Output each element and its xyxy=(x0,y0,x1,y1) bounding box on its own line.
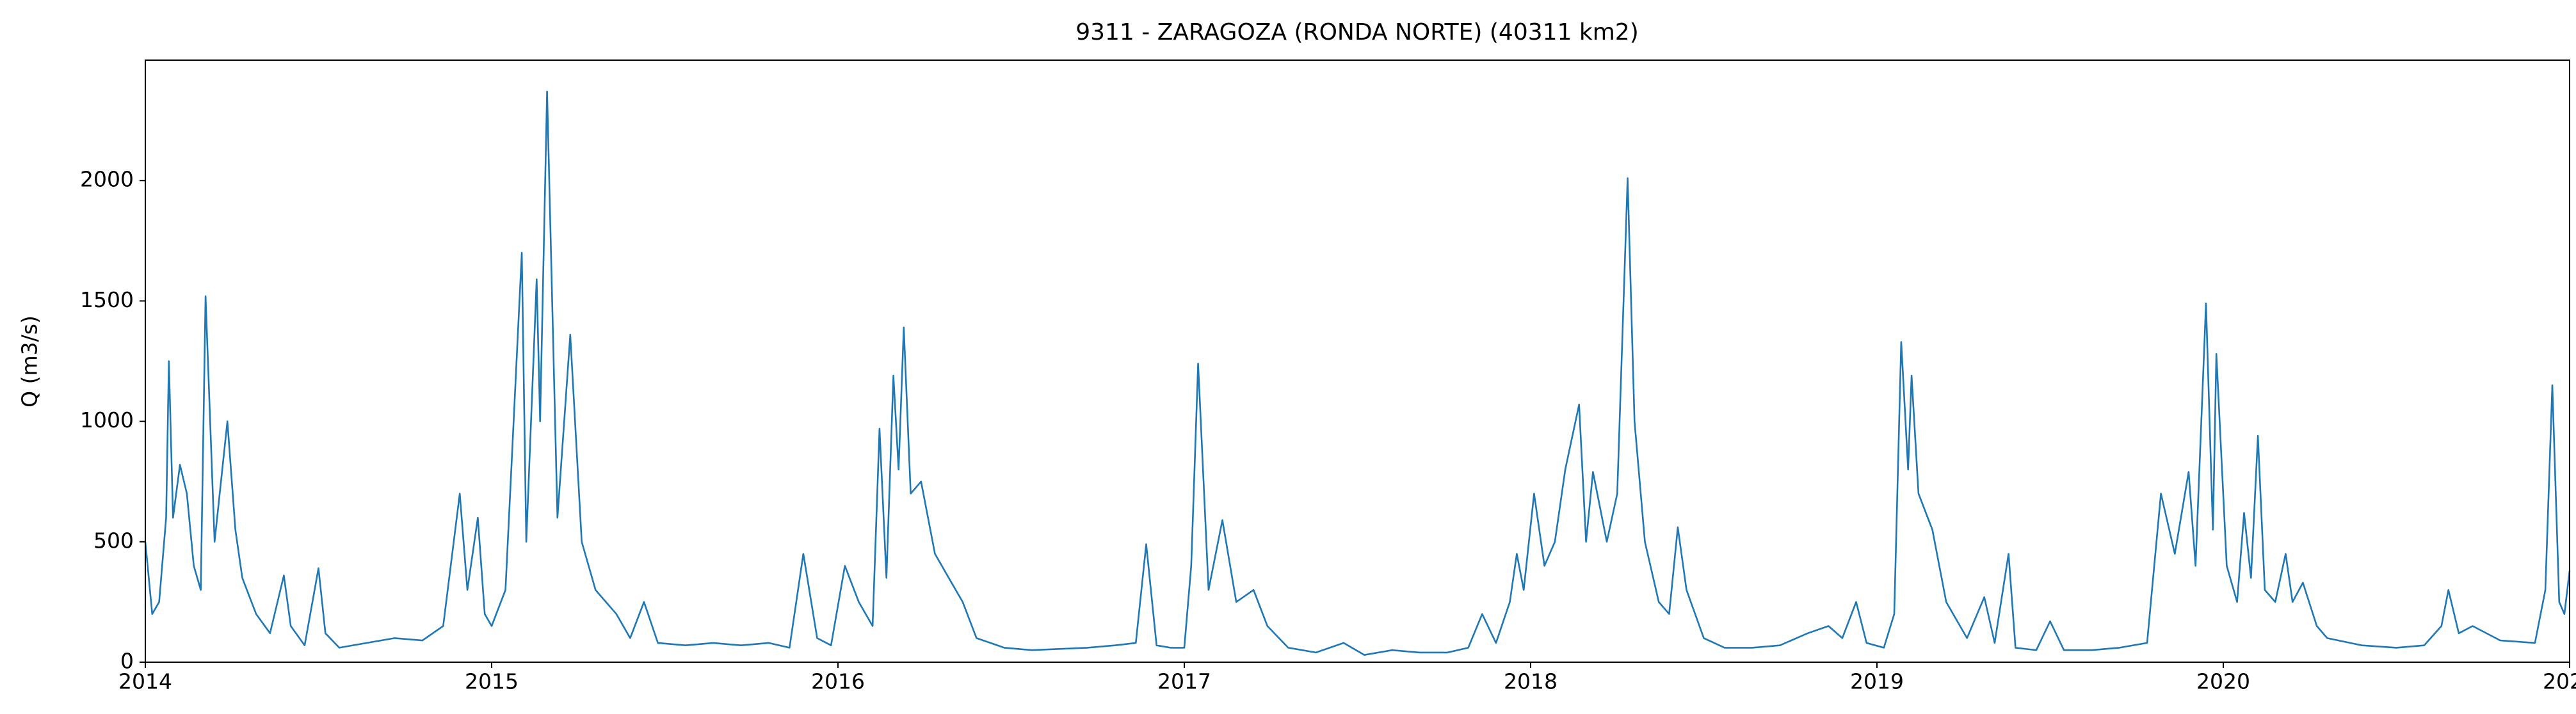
x-tick-label: 2019 xyxy=(1850,669,1904,694)
y-tick-label: 2000 xyxy=(80,167,134,192)
y-tick-label: 1000 xyxy=(80,408,134,432)
y-axis-label: Q (m3/s) xyxy=(17,315,42,408)
x-tick-label: 2017 xyxy=(1157,669,1211,694)
chart-title: 9311 - ZARAGOZA (RONDA NORTE) (40311 km2… xyxy=(1075,19,1639,45)
x-tick-label: 2015 xyxy=(465,669,519,694)
data-line xyxy=(144,90,2571,656)
x-tick-label: 2016 xyxy=(811,669,865,694)
plot-frame xyxy=(145,60,2570,663)
x-tick-label: 2021 xyxy=(2543,669,2576,694)
y-tick-label: 1500 xyxy=(80,287,134,312)
y-tick-label: 0 xyxy=(120,649,134,674)
x-tick-label: 2014 xyxy=(118,669,172,694)
x-tick-label: 2018 xyxy=(1504,669,1558,694)
y-tick-label: 500 xyxy=(93,528,134,553)
x-tick-label: 2020 xyxy=(2196,669,2250,694)
